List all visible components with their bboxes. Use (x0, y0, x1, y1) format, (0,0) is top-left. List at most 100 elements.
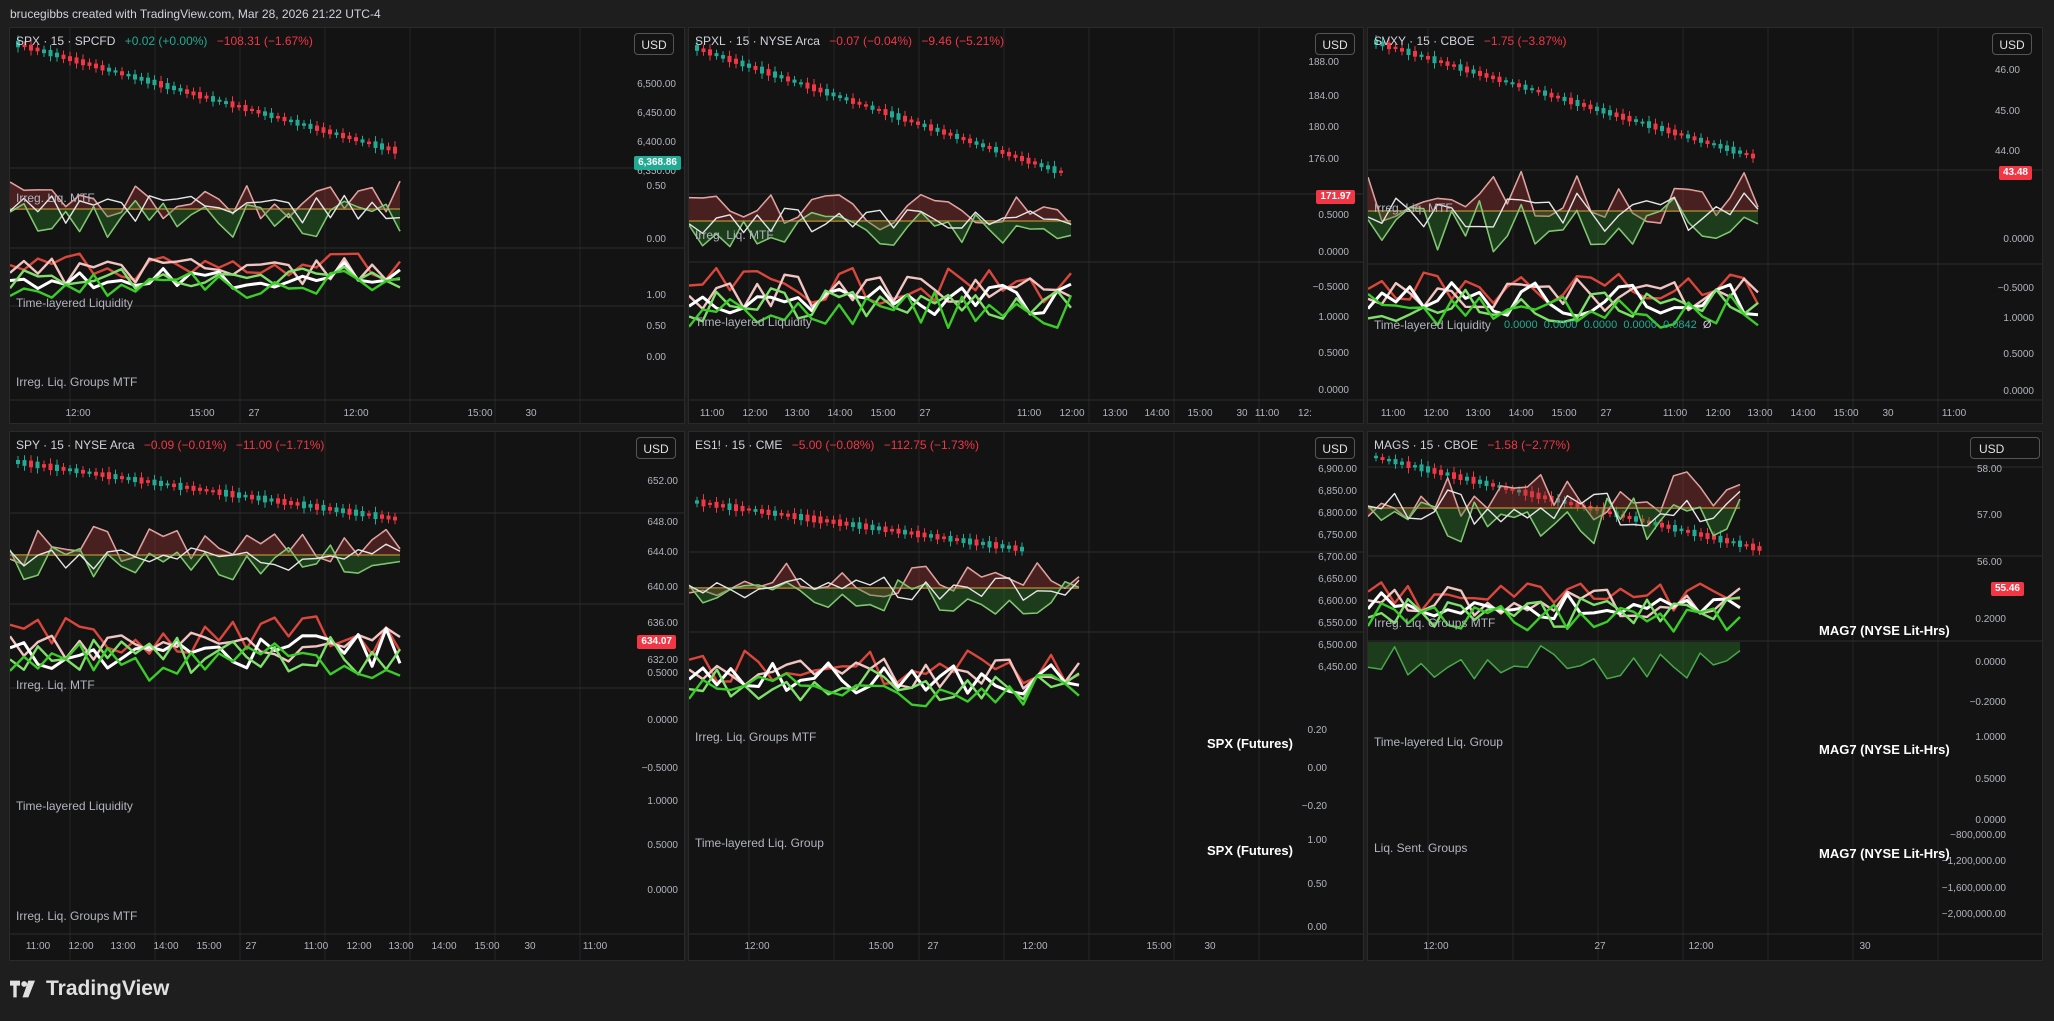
symbol-name[interactable]: SPY · 15 · NYSE Arca (16, 438, 135, 452)
indicator-label[interactable]: Irreg. Liq. MTF (695, 228, 774, 242)
candle (1686, 529, 1690, 533)
time-tick: 13:00 (1465, 408, 1491, 419)
candle (224, 489, 228, 497)
currency-button[interactable]: USD (1970, 437, 2040, 459)
chart-panel-spxl[interactable]: SPXL · 15 · NYSE Arca −0.07 (−0.04%) −9.… (688, 27, 1364, 424)
indicator-line (10, 194, 401, 224)
tradingview-logo-icon (10, 980, 35, 998)
currency-button[interactable]: USD (634, 33, 674, 55)
currency-button[interactable]: USD (1992, 33, 2032, 55)
liquidity-line (1368, 596, 1741, 628)
chart-panel-es1[interactable]: ES1! · 15 · CME −5.00 (−0.08%) −112.75 (… (688, 431, 1364, 961)
candle (981, 541, 985, 545)
indicator-label[interactable]: Irreg. Liq. MTF (16, 678, 95, 692)
price-tick: 180.00 (1308, 122, 1339, 133)
candle (955, 538, 959, 542)
indicator-label[interactable]: Time-layered Liq. Group (695, 836, 824, 850)
candle (1465, 66, 1469, 73)
candle (968, 138, 972, 144)
candle (237, 492, 241, 498)
indicator-title: SPX (Futures) (1207, 843, 1293, 858)
candle (1634, 516, 1638, 522)
time-tick: 30 (1882, 408, 1894, 419)
price-tick: 6,450.00 (637, 108, 676, 119)
symbol-name[interactable]: SVXY · 15 · CBOE (1374, 34, 1475, 48)
candle (198, 92, 202, 99)
candle (341, 508, 345, 514)
indicator-label[interactable]: Irreg. Liq. Groups MTF (16, 375, 138, 389)
candle (1718, 535, 1723, 543)
candle (1666, 127, 1671, 134)
time-tick: 12:00 (1688, 941, 1714, 952)
indicator-label[interactable]: Irreg. Liq. MTF (16, 191, 95, 205)
candle (1432, 468, 1437, 474)
candle (1673, 525, 1677, 532)
currency-button[interactable]: USD (1315, 33, 1355, 55)
time-tick: 12:00 (1423, 408, 1449, 419)
indicator-label[interactable]: Time-layered Liquidity (16, 799, 133, 813)
currency-button[interactable]: USD (636, 437, 676, 459)
indicator-value: Ø (1702, 319, 1712, 331)
candle (792, 513, 797, 520)
indicator-tick: −1,200,000.00 (1941, 856, 2006, 867)
indicator-fill (1368, 642, 1740, 679)
indicator-label[interactable]: Irreg. Liq. MTF (1374, 201, 1453, 215)
candle (1692, 136, 1697, 141)
currency-button[interactable]: USD (1315, 437, 1355, 459)
chart-panel-spy[interactable]: SPY · 15 · NYSE Arca −0.09 (−0.01%) −11.… (9, 431, 685, 961)
indicator-label[interactable]: Irreg. Liq. Groups MTF (16, 909, 138, 923)
indicator-tick: 0.00 (1307, 922, 1327, 933)
candle (740, 505, 745, 512)
candle (1627, 515, 1632, 520)
candle (1595, 106, 1599, 112)
time-tick: 15:00 (189, 408, 215, 419)
candle (1705, 533, 1710, 540)
candle (805, 514, 810, 522)
indicator-label[interactable]: Time-layered Liquidity (1374, 318, 1491, 332)
symbol-name[interactable]: SPX · 15 · SPCFD (16, 34, 116, 48)
candle (1013, 545, 1018, 551)
symbol-name[interactable]: MAGS · 15 · CBOE (1374, 438, 1479, 452)
indicator-label[interactable]: Irreg. Liq. Groups MTF (695, 730, 817, 744)
symbol-name[interactable]: SPXL · 15 · NYSE Arca (695, 34, 820, 48)
sentiment-line (1368, 645, 1741, 680)
candle (172, 85, 176, 91)
candle (1679, 133, 1684, 136)
indicator-label[interactable]: Liq. Sent. Groups (1374, 841, 1468, 855)
candle (1059, 170, 1063, 173)
indicator-tick: 1.0000 (1975, 732, 2006, 743)
candle (831, 92, 836, 97)
indicator-label[interactable]: Time-layered Liquidity (695, 315, 812, 329)
price-tick: 6,550.00 (1318, 618, 1357, 629)
candle (1536, 89, 1541, 93)
candle (935, 534, 940, 540)
candle (1497, 485, 1502, 488)
candle (1679, 528, 1684, 532)
symbol-name[interactable]: ES1! · 15 · CME (695, 438, 783, 452)
chart-panel-svxy[interactable]: SVXY · 15 · CBOE −1.75 (−3.87%) USD 46.0… (1367, 27, 2043, 424)
candle (315, 125, 319, 131)
indicator-label[interactable]: Irreg. Liq. Groups MTF (1374, 616, 1496, 630)
candle (922, 532, 927, 538)
candle (740, 60, 745, 67)
change-day: −11.00 (−1.71%) (235, 438, 325, 452)
indicator-label[interactable]: Time-layered Liquidity (16, 296, 133, 310)
time-tick: 11:00 (1941, 408, 1967, 419)
chart-panel-spx[interactable]: SPX · 15 · SPCFD +0.02 (+0.00%) −108.31 … (9, 27, 685, 424)
indicator-tick: 1.00 (646, 290, 666, 301)
chart-panel-mags[interactable]: MAGS · 15 · CBOE −1.58 (−2.77%) USD 58.0… (1367, 431, 2043, 961)
candle (1000, 149, 1005, 154)
time-tick: 27 (919, 408, 931, 419)
time-tick: 15:00 (870, 408, 896, 419)
indicator-tick: 0.0000 (2003, 386, 2034, 397)
candle (942, 536, 946, 540)
indicator-tick: 0.20 (1307, 725, 1327, 736)
tradingview-logo[interactable]: TradingView (10, 977, 169, 1001)
candle (1387, 458, 1391, 462)
candle (838, 95, 842, 98)
indicator-label[interactable]: Time-layered Liq. Group (1374, 735, 1503, 749)
candle (864, 104, 868, 107)
indicator-value: 0.0842 (1663, 319, 1697, 331)
time-tick: 13:00 (1747, 408, 1773, 419)
time-tick: 14:00 (1508, 408, 1534, 419)
